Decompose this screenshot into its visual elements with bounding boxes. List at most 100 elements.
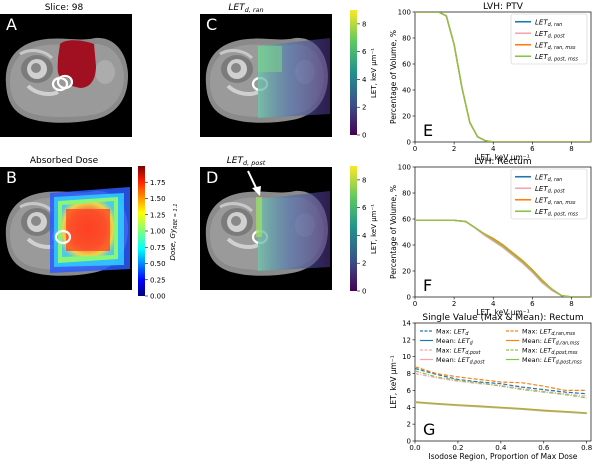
legend-label: Max: LETd,post,mss: [522, 347, 578, 357]
colorbar-b-tick-label: 0.50: [150, 260, 166, 268]
colorbar-d-tick-label: 0: [362, 288, 366, 296]
y-tick-label: 60: [402, 61, 411, 69]
y-tick-label: 60: [402, 216, 411, 224]
y-tick-label: 80: [402, 35, 411, 43]
legend-label: Max: LETd: [436, 328, 469, 338]
y-tick-label: 8: [407, 370, 411, 378]
chart-e-title: LVH: PTV: [483, 2, 524, 12]
legend-label: LETd, post, mss: [535, 53, 578, 63]
x-tick-label: 2: [452, 145, 456, 153]
x-tick-label: 6: [530, 145, 535, 153]
panel-letter-d: D: [206, 168, 218, 187]
series-line: [415, 219, 591, 297]
y-tick-label: 6: [407, 387, 412, 395]
y-tick-label: 10: [402, 353, 411, 361]
ct-image-b: [0, 165, 134, 292]
series-line: [415, 219, 591, 297]
panel-letter-e: E: [423, 121, 433, 140]
colorbar-c-tick-label: 0: [362, 132, 366, 140]
legend-label: LETd, post, mss: [535, 208, 578, 218]
x-tick-label: 4: [491, 145, 496, 153]
colorbar-d-tick-label: 2: [362, 260, 366, 268]
x-tick-label: 8: [569, 145, 573, 153]
panel-letter-g: G: [423, 420, 435, 439]
x-tick-label: 0: [413, 300, 417, 308]
y-tick-label: 4: [407, 404, 412, 412]
legend-label: Mean: LETd,post,mss: [522, 356, 582, 366]
y-tick-label: 12: [402, 336, 411, 344]
colorbar-c-ticks: 0 2 4 6 8: [357, 20, 367, 140]
let-overlay-d: [258, 191, 330, 271]
y-tick-label: 20: [402, 268, 411, 276]
legend-label: Max: LETd,ran,mss: [522, 328, 576, 338]
ct-image-a: [0, 12, 134, 139]
chart-f-title: LVH: Rectum: [474, 157, 531, 167]
colorbar-c-tick-label: 6: [362, 48, 367, 56]
panel-a: Slice: 98 A: [0, 3, 134, 139]
colorbar-d-label: LET, keV μm⁻¹: [370, 204, 378, 254]
x-tick-label: 0: [413, 145, 417, 153]
legend-label: LETd, ran, mss: [535, 196, 576, 206]
panel-a-title: Slice: 98: [45, 3, 84, 13]
y-tick-label: 100: [398, 164, 411, 172]
colorbar-b: [138, 166, 145, 296]
legend-label: LETd, ran: [535, 18, 562, 28]
panel-letter-b: B: [6, 168, 17, 187]
series-line: [415, 373, 587, 397]
y-tick-label: 0: [407, 139, 411, 147]
x-tick-label: 0.4: [495, 444, 507, 452]
legend-label: Max: LETd,post: [436, 347, 481, 357]
colorbar-b-tick-label: 1.25: [150, 211, 166, 219]
chart-e-ylabel: Percentage of Volume, %: [389, 30, 398, 124]
colorbar-b-tick-label: 1.50: [150, 195, 166, 203]
colorbar-c-tick-label: 2: [362, 104, 366, 112]
panel-b: Absorbed Dose B 0.00 0.25 0.50 0.75 1.00 1.25…: [0, 156, 179, 301]
y-tick-label: 40: [402, 87, 411, 95]
legend-label: LETd, ran, mss: [535, 41, 576, 51]
legend-label: Mean: LETd,post: [436, 356, 486, 366]
x-tick-label: 0.2: [452, 444, 463, 452]
panel-c: LETd, ran C 0 2 4 6 8 LET, keV μm⁻¹: [198, 3, 378, 140]
colorbar-b-tick-label: 1.75: [150, 179, 166, 187]
x-tick-label: 6: [530, 300, 535, 308]
series-line: [415, 219, 591, 297]
colorbar-b-ticks: 0.00 0.25 0.50 0.75 1.00 1.25 1.50 1.75: [145, 179, 166, 301]
colorbar-d: [350, 166, 357, 291]
y-tick-label: 0: [407, 438, 411, 446]
colorbar-d-tick-label: 4: [362, 232, 367, 240]
x-tick-label: 0.8: [581, 444, 592, 452]
colorbar-c: [350, 10, 357, 135]
chart-f-ylabel: Percentage of Volume, %: [389, 185, 398, 279]
colorbar-b-tick-label: 0.00: [150, 293, 166, 301]
colorbar-c-tick-label: 4: [362, 76, 367, 84]
series-line: [415, 219, 591, 297]
y-tick-label: 40: [402, 242, 411, 250]
colorbar-b-tick-label: 1.00: [150, 228, 166, 236]
x-tick-label: 4: [491, 300, 496, 308]
chart-g-axes: [414, 322, 592, 442]
series-line: [415, 401, 587, 414]
panel-letter-f: F: [423, 276, 432, 295]
chart-g: Single Value (Max & Mean): Rectum 0.0 0.2 0…: [389, 313, 592, 461]
ct-image-c: [198, 12, 334, 139]
chart-e-xlabel: LET, keV μm⁻¹: [476, 153, 530, 162]
legend-label: LETd, post: [535, 185, 566, 195]
series-line: [415, 12, 591, 142]
series-line: [415, 367, 587, 395]
y-tick-label: 20: [402, 113, 411, 121]
colorbar-d-ticks: 0 2 4 6 8: [357, 176, 367, 296]
x-tick-label: 0.0: [409, 444, 420, 452]
colorbar-d-tick-label: 8: [362, 176, 366, 184]
ct-image-d: [198, 165, 334, 292]
panel-d-title: LETd, post: [227, 156, 266, 167]
panel-letter-a: A: [6, 15, 17, 34]
legend-label: Mean: LETd,ran,mss: [522, 337, 580, 347]
colorbar-b-tick-label: 0.25: [150, 276, 166, 284]
panel-d: LETd, post D 0 2 4 6 8 LET, keV μm⁻¹: [198, 156, 378, 296]
x-tick-label: 2: [452, 300, 456, 308]
